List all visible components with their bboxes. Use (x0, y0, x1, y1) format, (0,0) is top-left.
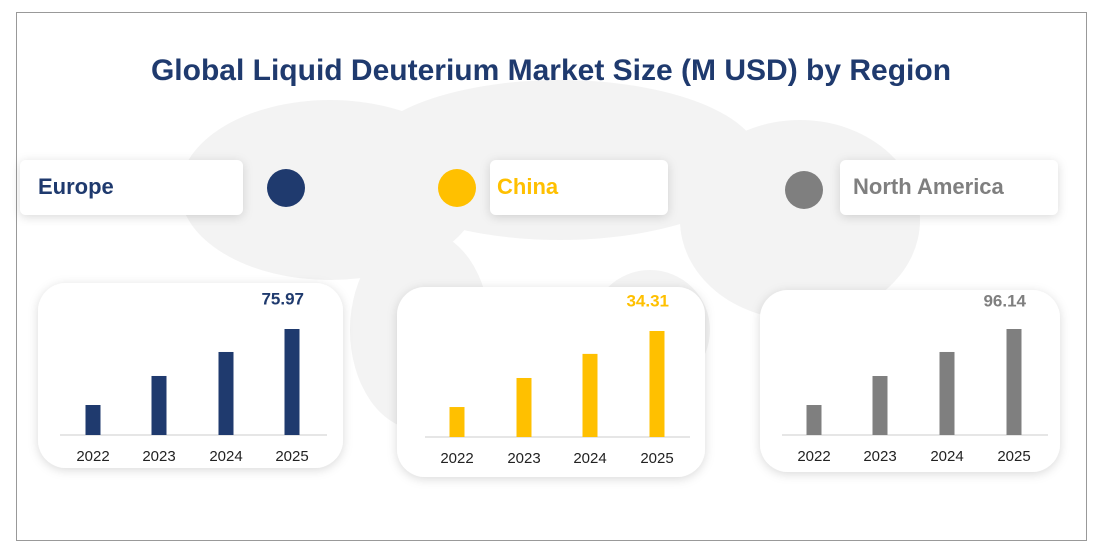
legend-dot (267, 169, 305, 207)
bar (939, 351, 955, 435)
x-tick-label: 2025 (275, 448, 308, 465)
x-tick-label: 2022 (76, 448, 109, 465)
legend-label: China (497, 174, 559, 199)
bar (872, 376, 888, 435)
chart-card (760, 290, 1060, 472)
bar (151, 375, 167, 435)
bar (806, 405, 822, 435)
bar (649, 331, 665, 437)
data-label: 34.31 (626, 291, 669, 310)
x-tick-label: 2025 (997, 448, 1030, 465)
legend-box (20, 160, 243, 215)
x-tick-label: 2024 (930, 448, 963, 465)
x-tick-label: 2022 (440, 450, 473, 467)
chart-card (38, 283, 343, 468)
bar (449, 407, 465, 437)
data-label: 96.14 (983, 291, 1026, 310)
x-tick-label: 2023 (863, 448, 896, 465)
x-tick-label: 2023 (507, 450, 540, 467)
legend-label: Europe (38, 174, 114, 199)
chart-card (397, 287, 705, 477)
legend-box (840, 160, 1058, 215)
title: Global Liquid Deuterium Market Size (M U… (151, 54, 951, 87)
legend-box (490, 160, 668, 215)
bar (284, 329, 300, 435)
x-tick-label: 2023 (142, 448, 175, 465)
x-tick-label: 2022 (797, 448, 830, 465)
bar (516, 377, 532, 437)
bar (1006, 329, 1022, 435)
x-tick-label: 2024 (209, 448, 242, 465)
legend-dot (438, 169, 476, 207)
x-tick-label: 2024 (573, 450, 606, 467)
legend-dot (785, 171, 823, 209)
data-label: 75.97 (261, 289, 304, 308)
x-tick-label: 2025 (640, 450, 673, 467)
legend-label: North America (853, 174, 1005, 199)
bar (85, 405, 101, 435)
bar (582, 353, 598, 437)
bar (218, 351, 234, 435)
